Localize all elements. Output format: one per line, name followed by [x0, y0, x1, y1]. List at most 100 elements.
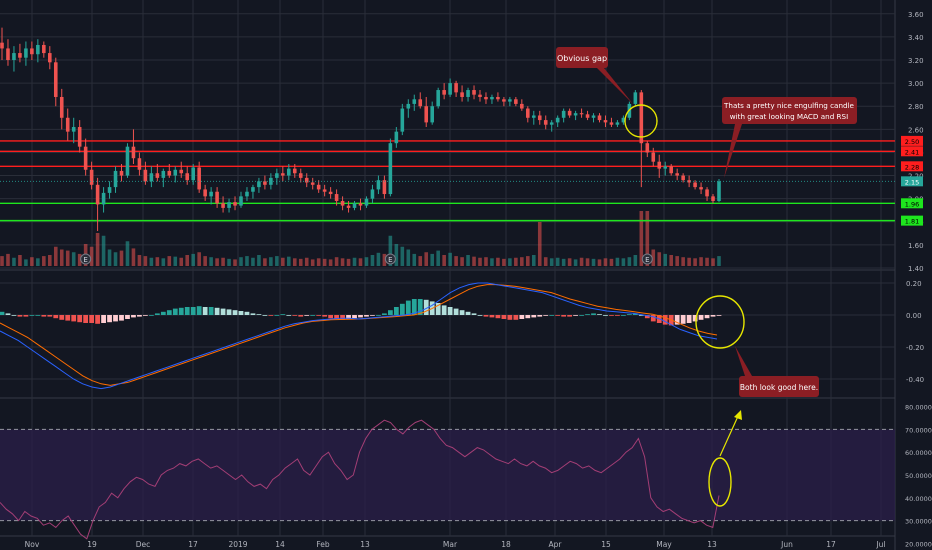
candle-body[interactable]: [412, 99, 417, 104]
candle-body[interactable]: [651, 152, 656, 162]
candle-body[interactable]: [448, 83, 452, 95]
candle-body[interactable]: [693, 182, 697, 188]
rsi-line[interactable]: [0, 419, 720, 540]
candle-body[interactable]: [394, 131, 399, 144]
candle-body[interactable]: [95, 184, 100, 205]
candle-body[interactable]: [585, 114, 590, 118]
candle-body[interactable]: [334, 194, 339, 201]
candle-body[interactable]: [239, 196, 243, 206]
candle-body[interactable]: [490, 96, 494, 100]
candle-body[interactable]: [197, 167, 201, 190]
candle-body[interactable]: [328, 191, 333, 195]
earnings-marker[interactable]: [641, 253, 653, 265]
rsi-panel[interactable]: [0, 419, 895, 540]
candle-body[interactable]: [621, 117, 626, 123]
candle-body[interactable]: [257, 181, 261, 188]
candle-body[interactable]: [358, 203, 363, 206]
candle-body[interactable]: [663, 166, 668, 169]
candle-body[interactable]: [484, 96, 488, 100]
candle-body[interactable]: [48, 53, 52, 63]
candle-body[interactable]: [382, 180, 387, 195]
candle-body[interactable]: [460, 92, 464, 97]
candle-body[interactable]: [322, 189, 327, 192]
candle-body[interactable]: [71, 127, 76, 132]
candle-body[interactable]: [472, 90, 476, 95]
candle-body[interactable]: [179, 169, 184, 174]
candle-body[interactable]: [639, 92, 644, 144]
candle-body[interactable]: [12, 53, 16, 60]
candle-body[interactable]: [263, 181, 267, 185]
candle-body[interactable]: [245, 191, 249, 197]
candle-body[interactable]: [30, 48, 34, 55]
candle-body[interactable]: [567, 110, 572, 116]
candle-body[interactable]: [454, 83, 458, 93]
candle-body[interactable]: [113, 170, 118, 188]
candle-body[interactable]: [418, 99, 423, 107]
candle-body[interactable]: [281, 173, 285, 176]
candle-body[interactable]: [251, 187, 255, 192]
candle-body[interactable]: [215, 191, 219, 204]
candle-body[interactable]: [430, 106, 434, 123]
candle-body[interactable]: [669, 166, 673, 174]
candle-body[interactable]: [675, 173, 679, 176]
candle-body[interactable]: [221, 203, 225, 208]
candle-body[interactable]: [101, 192, 106, 205]
candle-body[interactable]: [376, 180, 381, 190]
candle-body[interactable]: [364, 198, 369, 206]
candle-body[interactable]: [711, 196, 715, 201]
candle-body[interactable]: [155, 173, 160, 178]
candle-body[interactable]: [161, 170, 166, 178]
candle-body[interactable]: [275, 173, 279, 178]
candle-body[interactable]: [609, 122, 614, 125]
candle-body[interactable]: [615, 122, 620, 125]
candle-body[interactable]: [514, 99, 518, 104]
candle-body[interactable]: [310, 182, 315, 185]
candle-body[interactable]: [555, 117, 560, 123]
macd-line[interactable]: [0, 282, 718, 390]
candle-body[interactable]: [442, 90, 446, 95]
candle-body[interactable]: [705, 189, 709, 197]
candle-body[interactable]: [657, 161, 662, 169]
candle-body[interactable]: [89, 169, 94, 185]
candle-body[interactable]: [496, 96, 500, 100]
macd-panel[interactable]: [0, 282, 722, 390]
candle-body[interactable]: [107, 187, 112, 193]
candle-body[interactable]: [24, 48, 28, 58]
candle-body[interactable]: [298, 173, 303, 178]
candle-body[interactable]: [77, 127, 82, 147]
candle-body[interactable]: [0, 42, 4, 49]
candle-body[interactable]: [645, 143, 650, 153]
candle-body[interactable]: [717, 181, 721, 201]
candle-body[interactable]: [466, 90, 470, 97]
candle-body[interactable]: [287, 168, 291, 176]
earnings-marker[interactable]: [80, 253, 92, 265]
candle-body[interactable]: [388, 143, 393, 195]
candle-body[interactable]: [36, 44, 40, 55]
candle-body[interactable]: [6, 48, 10, 60]
candle-body[interactable]: [591, 115, 596, 118]
candle-body[interactable]: [573, 113, 578, 116]
candle-body[interactable]: [603, 120, 608, 123]
candle-body[interactable]: [149, 173, 154, 182]
candle-body[interactable]: [340, 200, 345, 206]
candle-body[interactable]: [18, 53, 22, 58]
candle-body[interactable]: [597, 115, 602, 121]
candle-body[interactable]: [526, 108, 530, 118]
candle-body[interactable]: [549, 122, 554, 125]
candle-body[interactable]: [316, 184, 321, 190]
earnings-marker[interactable]: [384, 253, 396, 265]
candle-body[interactable]: [304, 177, 309, 183]
candle-body[interactable]: [687, 180, 691, 183]
candle-body[interactable]: [543, 120, 548, 125]
candle-body[interactable]: [370, 189, 375, 199]
candle-body[interactable]: [137, 158, 142, 170]
candle-body[interactable]: [227, 202, 231, 208]
candle-body[interactable]: [125, 146, 130, 176]
candle-body[interactable]: [681, 175, 685, 181]
candle-body[interactable]: [352, 203, 357, 208]
candle-body[interactable]: [436, 90, 440, 107]
candle-body[interactable]: [579, 113, 584, 115]
candle-body[interactable]: [173, 169, 178, 176]
